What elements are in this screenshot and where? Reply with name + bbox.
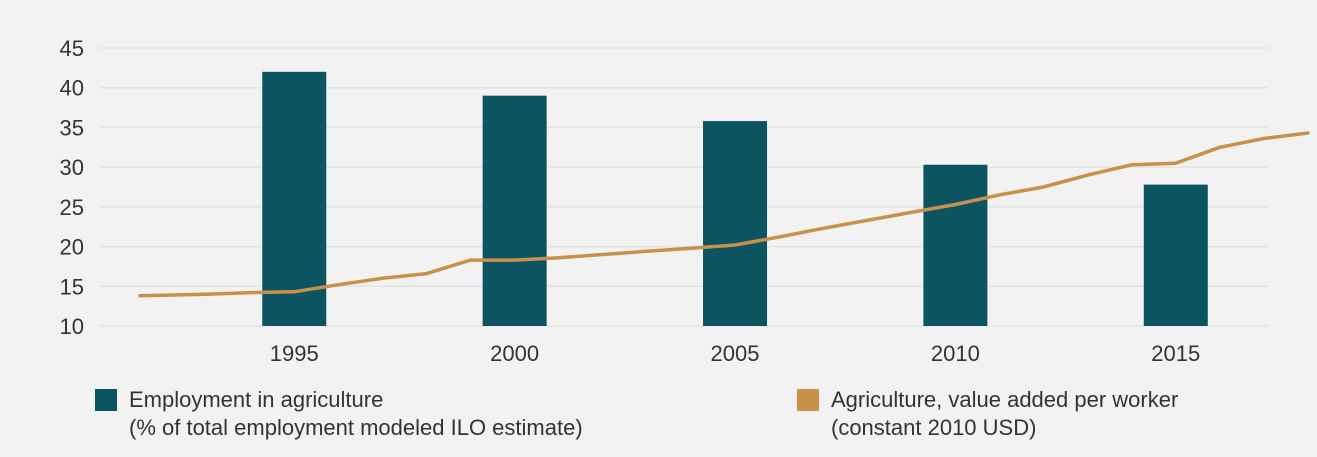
y-tick-label: 15 (60, 274, 84, 299)
y-tick-label: 20 (60, 235, 84, 260)
legend-label-value-added: Agriculture, value added per worker (831, 387, 1179, 412)
bar (1143, 184, 1208, 326)
y-tick-label: 30 (60, 155, 84, 180)
y-tick-label: 25 (60, 195, 84, 220)
line-series (138, 131, 1310, 298)
combo-chart: 10 15 20 25 30 35 40 45 1995 2000 2005 2010 2015 (60, 36, 1310, 366)
x-tick-label: 2005 (711, 341, 760, 366)
value-added-line (138, 131, 1310, 298)
legend-label-employment: Employment in agriculture (129, 387, 384, 412)
x-axis: 1995 2000 2005 2010 2015 (270, 341, 1200, 366)
x-tick-label: 2010 (931, 341, 980, 366)
x-tick-label: 2000 (490, 341, 539, 366)
x-tick-label: 1995 (270, 341, 319, 366)
legend-sublabel-employment: (% of total employment modeled ILO estim… (129, 415, 583, 440)
bar (923, 164, 988, 326)
legend-item-value-added: Agriculture, value added per worker (con… (797, 386, 1178, 442)
legend-sublabel-value-added: (constant 2010 USD) (831, 415, 1037, 440)
y-tick-label: 35 (60, 115, 84, 140)
bar (482, 95, 547, 327)
bar (703, 121, 768, 327)
legend-item-employment: Employment in agriculture (% of total em… (95, 386, 583, 442)
y-tick-label: 40 (60, 76, 84, 101)
y-tick-label: 45 (60, 36, 84, 61)
bar (262, 71, 327, 326)
y-axis: 10 15 20 25 30 35 40 45 (60, 36, 84, 339)
legend-swatch-value-added (797, 389, 819, 411)
y-tick-label: 10 (60, 314, 84, 339)
legend-swatch-employment (95, 389, 117, 411)
x-tick-label: 2015 (1151, 341, 1200, 366)
bar-series (262, 71, 1208, 327)
